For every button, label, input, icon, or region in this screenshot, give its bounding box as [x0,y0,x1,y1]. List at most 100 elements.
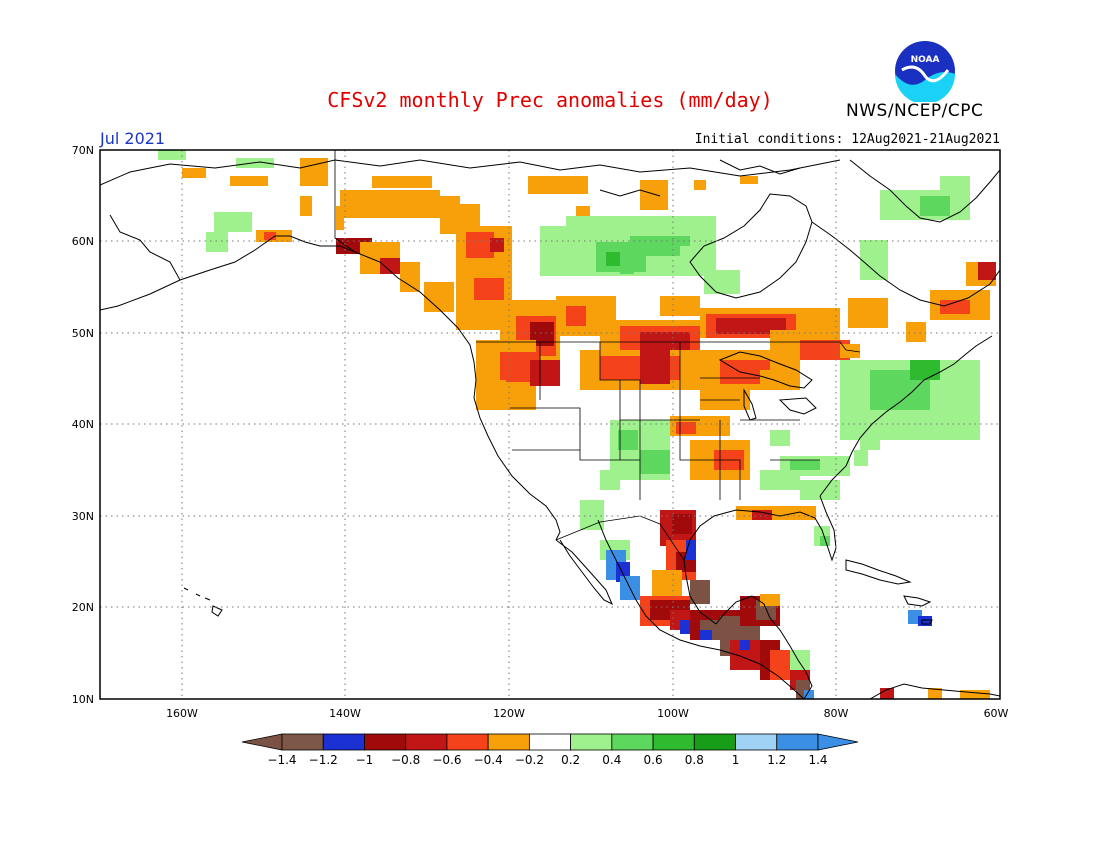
colorbar-label: −1.4 [267,753,296,767]
colorbar-segment [364,733,407,751]
anomaly-cell [918,616,932,626]
anomaly-cell [928,688,942,699]
chart-title: CFSv2 monthly Prec anomalies (mm/day) [327,88,773,112]
colorbar-segment [405,733,448,751]
anomaly-cell [490,238,504,252]
lon-label: 120W [493,707,525,720]
lat-label: 70N [72,144,94,157]
anomaly-cell [158,150,186,160]
colorbar-left-triangle [241,733,283,751]
coastlines [100,159,1000,699]
colorbar-label: −1.2 [309,753,338,767]
anomaly-cell [690,580,710,604]
map-frame [99,149,1001,700]
initial-conditions-label: Initial conditions: 12Aug2021-21Aug2021 [694,132,1000,147]
colorbar-label: −0.2 [515,753,544,767]
anomaly-cell [476,380,506,410]
anomaly-cell [474,278,504,300]
anomaly-cell [960,690,990,699]
anomaly-cell [606,252,620,266]
anomaly-cell [840,344,860,358]
lon-label: 60W [984,707,1009,720]
anomaly-cell [752,510,772,520]
anomaly-cell [736,506,816,520]
anomaly-cell [618,430,638,450]
colorbar-label: 1 [732,753,740,767]
lat-tick-labels: 70N 60N 50N 40N 30N 20N 10N [72,144,94,706]
noaa-logo-text: NOAA [911,55,940,65]
lon-label: 140W [329,707,361,720]
anomaly-cell [620,260,634,274]
anomaly-cell [978,262,996,280]
colorbar-segment [487,733,530,751]
anomaly-cell [652,570,682,600]
lat-label: 50N [72,327,94,340]
lat-label: 20N [72,601,94,614]
anomaly-cell [804,690,814,699]
anomaly-cell [640,180,668,210]
colorbar-segment [735,733,778,751]
lat-label: 10N [72,693,94,706]
anomaly-cell [800,480,840,500]
anomaly-cell [680,620,690,634]
colorbar-labels: −1.4 −1.2 −1 −0.8 −0.6 −0.4 −0.2 0.2 0.4 0.6 0.8 1 1… [267,753,827,767]
anomaly-cell [576,206,590,216]
anomaly-cell [640,450,670,474]
lat-label: 40N [72,418,94,431]
anomaly-cell [660,296,700,316]
anomaly-cell [940,176,970,196]
colorbar-segment [528,733,572,751]
anomaly-cell [800,340,850,360]
valid-month-label: Jul 2021 [100,129,166,148]
lat-label: 60N [72,235,94,248]
colorbar-label: 0.6 [644,753,663,767]
anomaly-cell [400,262,420,292]
colorbar-segment [776,733,819,751]
lon-tick-labels: 160W 140W 120W 100W 80W 60W [166,707,1008,720]
anomaly-cell [860,240,888,280]
anomaly-cell [704,270,740,294]
anomaly-cell [206,232,228,252]
anomaly-cell [770,430,790,446]
colorbar-segment [281,733,324,751]
anomaly-cell [686,540,696,560]
colorbar-label: 1.4 [808,753,827,767]
anomaly-cell [760,594,780,606]
anomaly-cell [672,514,692,534]
colorbar-label: 0.2 [561,753,580,767]
noaa-logo: NOAA [895,41,955,102]
anomaly-cell [760,370,800,390]
colorbar-segment [611,733,654,751]
anomaly-cell [848,298,888,328]
anomaly-cell [300,196,312,216]
lon-label: 100W [657,707,689,720]
anomaly-cell [740,640,750,650]
anomaly-cell [716,318,786,334]
anomaly-cell [264,232,276,240]
colorbar-label: 0.8 [685,753,704,767]
anomaly-cell [790,460,820,470]
lat-label: 30N [72,510,94,523]
anomaly-cell [860,430,880,450]
anomaly-cell [920,196,950,216]
anomaly-cell [640,344,670,384]
anomaly-cell [528,176,588,194]
anomaly-cell [760,470,800,490]
graticule [100,150,1000,699]
anomaly-cell [214,212,252,232]
colorbar-segment [652,733,695,751]
anomaly-cell [790,650,810,670]
anomaly-cell [676,422,696,434]
lon-label: 80W [824,707,849,720]
anomaly-cell [380,258,400,274]
colorbar [241,733,859,751]
colorbar-label: −0.6 [432,753,461,767]
colorbar-label: 1.2 [767,753,786,767]
anomaly-cell [424,282,454,312]
anomaly-cell [906,322,926,342]
anomaly-cell [372,176,432,188]
colorbar-segment [693,733,736,751]
colorbar-segment [570,733,613,751]
anomaly-cell [854,450,868,466]
anomaly-cell [740,176,758,184]
